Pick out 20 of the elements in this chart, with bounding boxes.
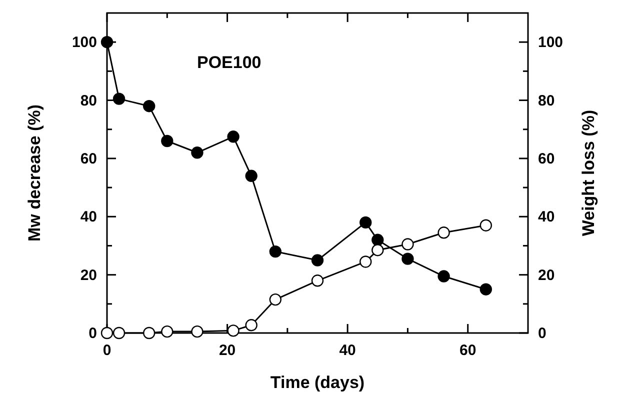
x-tick-label: 60 bbox=[460, 342, 476, 359]
y-tick-label: 80 bbox=[80, 92, 97, 110]
annotation: POE100 bbox=[197, 53, 262, 72]
x-tick-label: 40 bbox=[339, 342, 356, 359]
y-tick-label: 100 bbox=[72, 34, 97, 52]
x-axis-title: Time (days) bbox=[270, 373, 365, 392]
y2-tick-label: 60 bbox=[538, 150, 555, 168]
y2-tick-label: 20 bbox=[538, 266, 555, 284]
y-axis-title: Mw decrease (%) bbox=[25, 104, 44, 242]
y2-tick-label: 40 bbox=[538, 208, 555, 226]
x-tick-label: 20 bbox=[218, 342, 236, 359]
y-tick-label: 20 bbox=[80, 266, 97, 284]
y2-axis-title: Weight loss (%) bbox=[579, 110, 598, 236]
y2-tick-label: 0 bbox=[538, 325, 546, 342]
y2-tick-label: 100 bbox=[538, 34, 564, 52]
y2-tick-label: 80 bbox=[538, 92, 555, 110]
x-tick-label: 0 bbox=[102, 342, 112, 359]
y-tick-label: 0 bbox=[88, 325, 97, 342]
y-tick-label: 40 bbox=[80, 208, 97, 226]
y-tick-label: 60 bbox=[80, 150, 97, 168]
